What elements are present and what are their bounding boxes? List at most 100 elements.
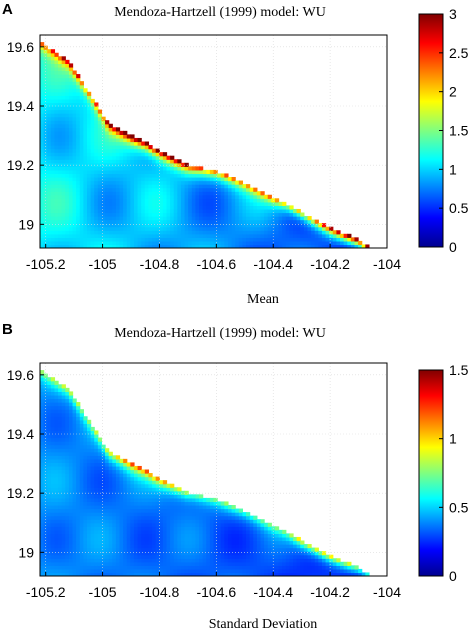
heatmap-cell [54, 526, 59, 531]
heatmap-cell [202, 244, 207, 248]
heatmap-cell [296, 536, 301, 542]
heatmap-cell [43, 148, 48, 153]
heatmap-cell [282, 212, 287, 217]
heatmap-cell [177, 194, 182, 199]
heatmap-cell [123, 219, 128, 224]
heatmap-cell [137, 526, 142, 531]
heatmap-cell [180, 173, 186, 178]
heatmap-cell [137, 173, 142, 178]
heatmap-cell [68, 102, 74, 107]
heatmap-cell [137, 533, 142, 538]
heatmap-cell [79, 526, 84, 531]
heatmap-cell [256, 240, 262, 246]
heatmap-cell [68, 244, 74, 248]
heatmap-cell [180, 568, 186, 574]
heatmap-cell [68, 568, 74, 574]
heatmap-cell [253, 529, 258, 534]
heatmap-cell [76, 451, 81, 456]
heatmap-cell [101, 529, 106, 534]
heatmap-cell [105, 551, 110, 556]
heatmap-cell [94, 505, 99, 510]
heatmap-cell [133, 519, 139, 524]
heatmap-cell [177, 169, 182, 175]
heatmap-cell [202, 551, 207, 556]
heatmap-cell [108, 155, 113, 160]
heatmap-cell [148, 223, 153, 228]
heatmap-cell [238, 187, 244, 192]
heatmap-cell [126, 565, 131, 570]
heatmap-cell [50, 515, 56, 520]
heatmap-cell [303, 226, 309, 231]
heatmap-cell [213, 501, 218, 506]
heatmap-cell [79, 95, 84, 100]
heatmap-cell [137, 169, 142, 175]
heatmap-cell [242, 226, 247, 231]
heatmap-cell [47, 508, 52, 513]
heatmap-cell [68, 230, 74, 235]
heatmap-cell [43, 501, 48, 506]
heatmap-cell [217, 572, 222, 576]
heatmap-cell [274, 212, 280, 217]
heatmap-cell [227, 212, 233, 217]
heatmap-cell [58, 169, 63, 175]
heatmap-cell [133, 501, 139, 506]
heatmap-cell [76, 501, 81, 506]
heatmap-cell [65, 508, 70, 513]
heatmap-cell [152, 244, 157, 248]
heatmap-cell [148, 148, 153, 153]
heatmap-cell [40, 70, 45, 75]
heatmap-cell [76, 497, 81, 503]
heatmap-cell [213, 529, 218, 534]
heatmap-cell [137, 191, 142, 196]
heatmap-cell [180, 533, 186, 538]
heatmap-cell [101, 473, 106, 478]
heatmap-cell [209, 526, 215, 531]
heatmap-cell [166, 554, 171, 559]
heatmap-cell [47, 201, 52, 206]
heatmap-cell [90, 237, 95, 242]
heatmap-cell [68, 434, 74, 439]
heatmap-cell [40, 377, 45, 382]
heatmap-cell [213, 233, 218, 238]
heatmap-cell [68, 208, 74, 214]
heatmap-cell [68, 177, 74, 182]
heatmap-cell [173, 551, 178, 556]
heatmap-cell [123, 169, 128, 175]
heatmap-cell [199, 237, 204, 242]
heatmap-cell [115, 155, 121, 160]
heatmap-cell [166, 483, 171, 488]
heatmap-cell [137, 551, 142, 556]
heatmap-cell [267, 205, 272, 210]
heatmap-cell [58, 494, 63, 499]
heatmap-cell [58, 159, 63, 164]
heatmap-cell [47, 49, 52, 54]
heatmap-cell [72, 416, 77, 421]
heatmap-cell [83, 180, 88, 185]
heatmap-cell [112, 152, 117, 157]
heatmap-cell [242, 547, 247, 552]
heatmap-cell [144, 141, 150, 146]
heatmap-cell [86, 205, 92, 210]
heatmap-cell [112, 127, 117, 132]
heatmap-cell [86, 462, 92, 467]
heatmap-cell [293, 547, 298, 552]
heatmap-cell [224, 226, 229, 231]
heatmap-cell [68, 84, 74, 89]
heatmap-cell [166, 194, 171, 199]
heatmap-cell [267, 240, 272, 246]
heatmap-cell [285, 536, 290, 542]
heatmap-cell [274, 226, 280, 231]
heatmap-cell [58, 394, 63, 400]
heatmap-cell [321, 240, 327, 246]
heatmap-cell [195, 191, 200, 196]
heatmap-cell [115, 554, 121, 559]
heatmap-cell [72, 152, 77, 157]
heatmap-cell [199, 522, 204, 527]
heatmap-cell [101, 526, 106, 531]
heatmap-cell [79, 487, 84, 492]
heatmap-cell [115, 226, 121, 231]
heatmap-cell [329, 237, 334, 242]
heatmap-cell [191, 533, 197, 538]
heatmap-cell [162, 547, 168, 552]
heatmap-cell [115, 536, 121, 542]
